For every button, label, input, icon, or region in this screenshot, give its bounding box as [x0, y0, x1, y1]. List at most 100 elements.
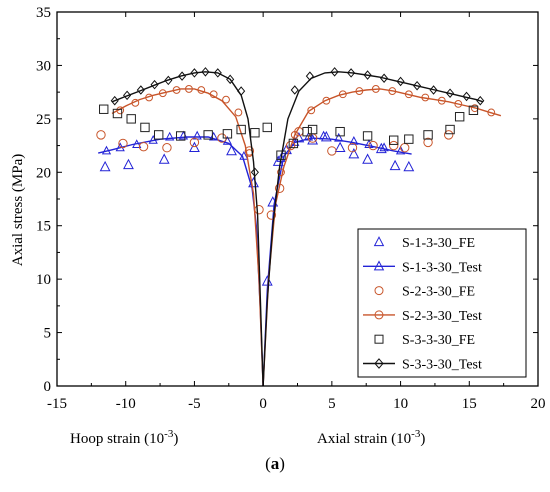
line-marker	[454, 99, 463, 108]
data-point	[399, 143, 410, 153]
legend-marker	[374, 334, 384, 344]
data-point	[443, 130, 454, 140]
x-tick-label: 15	[462, 396, 477, 412]
line-marker	[305, 71, 314, 81]
line-marker	[277, 168, 285, 177]
line-marker	[145, 93, 153, 102]
data-point	[138, 141, 149, 152]
data-point	[404, 134, 414, 144]
data-point	[362, 131, 373, 141]
data-point	[454, 112, 465, 122]
legend-item: S-3-3-30_FE	[374, 333, 475, 348]
line-marker	[185, 85, 193, 93]
data-point	[262, 122, 272, 133]
series-s-2-3-30-test	[111, 85, 502, 387]
data-point	[123, 158, 134, 170]
line-marker	[213, 68, 222, 78]
y-tick-label: 5	[44, 326, 52, 342]
legend-box	[357, 228, 527, 378]
data-point	[226, 144, 237, 156]
data-point	[389, 135, 399, 145]
data-point	[368, 140, 378, 151]
line-marker	[379, 142, 389, 152]
data-point	[203, 130, 213, 140]
data-point	[327, 146, 337, 156]
data-point	[288, 138, 299, 149]
legend-marker	[373, 260, 385, 271]
series-line	[111, 88, 264, 387]
line-marker	[239, 150, 249, 160]
data-point	[348, 148, 360, 159]
line-marker	[222, 95, 230, 104]
series-s-3-3-30-test	[110, 67, 485, 387]
x-axis-label-right: Axial strain (10-3)	[317, 428, 425, 447]
line-marker	[371, 85, 380, 93]
x-tick-label: -5	[188, 396, 201, 412]
data-point	[285, 140, 296, 151]
line-marker	[338, 90, 347, 99]
line-marker	[164, 75, 173, 86]
legend-item: S-1-3-30_Test	[363, 260, 482, 275]
data-point	[250, 128, 260, 138]
figure-caption: (a)	[265, 454, 285, 473]
line-marker	[123, 90, 132, 101]
legend-label: S-3-3-30_Test	[402, 358, 482, 373]
data-point	[222, 129, 233, 139]
data-point	[266, 210, 277, 220]
data-point	[403, 160, 415, 172]
series-layer	[96, 67, 502, 387]
legend-label: S-3-3-30_FE	[402, 333, 475, 348]
data-point	[96, 130, 106, 140]
line-marker	[388, 87, 397, 95]
data-point	[99, 160, 111, 172]
line-marker	[437, 96, 446, 105]
data-point	[362, 153, 374, 164]
x-tick-label: 0	[259, 396, 267, 412]
data-point	[236, 124, 246, 135]
line-marker	[334, 132, 344, 142]
line-marker	[150, 79, 159, 90]
x-tick-label: 5	[328, 396, 336, 412]
data-point	[335, 126, 345, 137]
data-point	[468, 105, 479, 116]
data-point	[189, 141, 200, 153]
line-marker	[470, 104, 479, 113]
x-tick-label: -10	[116, 396, 136, 412]
line-marker	[318, 130, 329, 140]
y-axis-label: Axial stress (MPa)	[10, 154, 26, 267]
line-marker	[290, 130, 299, 139]
line-marker	[209, 90, 218, 99]
legend-item: S-2-3-30_FE	[374, 285, 475, 300]
series-s-3-3-30-fe	[99, 104, 479, 160]
x-tick-label: 10	[393, 396, 408, 412]
line-marker	[172, 86, 181, 94]
line-marker	[363, 70, 372, 80]
line-marker	[250, 167, 259, 178]
line-marker	[190, 68, 199, 78]
data-point	[126, 114, 136, 124]
x-tick-label: -15	[47, 396, 67, 412]
x-tick-label: 20	[531, 396, 546, 412]
line-marker	[307, 106, 316, 115]
legend-label: S-1-3-30_Test	[402, 260, 482, 275]
line-marker	[445, 88, 455, 98]
line-marker	[237, 86, 246, 96]
line-marker	[158, 89, 167, 98]
line-marker	[136, 85, 145, 95]
data-point	[158, 153, 170, 164]
data-point	[423, 137, 433, 148]
data-point	[99, 104, 109, 114]
line-marker	[396, 76, 405, 87]
axes: -15 -10 -5 0 5 10 15 20 0 5 10 15 20 25 30 35	[36, 5, 546, 412]
y-tick-label: 20	[36, 165, 51, 181]
legend-item: S-2-3-30_Test	[363, 309, 482, 324]
data-point	[389, 140, 399, 151]
line-marker	[290, 85, 299, 95]
line-marker	[421, 93, 430, 102]
legend-label: S-2-3-30_Test	[402, 309, 482, 324]
y-tick-label: 35	[36, 5, 51, 21]
data-point	[445, 124, 455, 135]
data-point	[162, 143, 172, 153]
y-tick-label: 15	[36, 219, 51, 235]
line-marker	[462, 91, 471, 102]
